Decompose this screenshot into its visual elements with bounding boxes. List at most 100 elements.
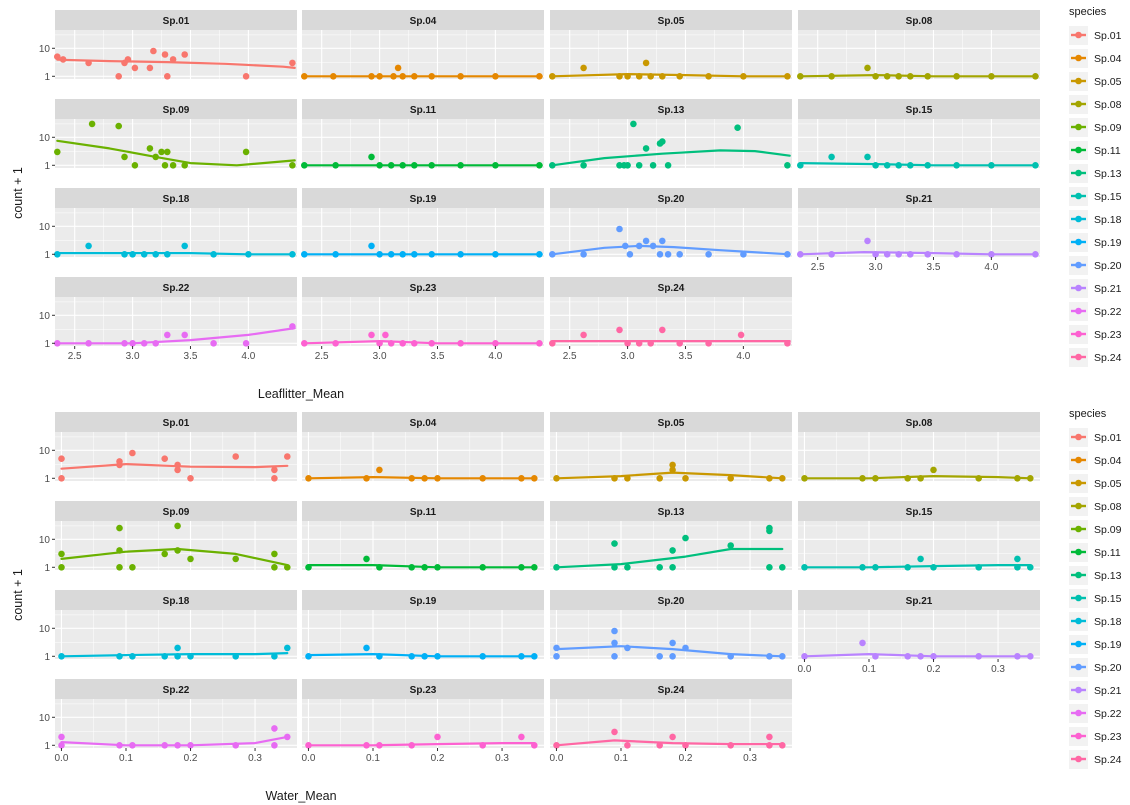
data-point bbox=[1032, 73, 1039, 80]
data-point bbox=[169, 56, 177, 63]
data-point bbox=[828, 251, 835, 258]
plot-background bbox=[55, 610, 297, 659]
x-tick-label: 0.3 bbox=[248, 753, 262, 764]
strip-label: Sp.23 bbox=[410, 283, 437, 294]
y-tick-label: 10 bbox=[39, 44, 51, 55]
data-point bbox=[801, 475, 808, 482]
data-point bbox=[492, 73, 499, 80]
data-point bbox=[953, 73, 960, 80]
data-point bbox=[635, 162, 643, 169]
panel-sp-23: Sp.23 2.5 3.0 3.5 4.0 bbox=[301, 277, 544, 362]
legend-dot bbox=[1075, 192, 1082, 200]
data-point bbox=[766, 475, 773, 482]
data-point bbox=[408, 564, 416, 571]
data-point bbox=[492, 162, 499, 169]
smooth-line bbox=[56, 139, 296, 167]
panel-sp-22: Sp.22 1 10 2.5 3.0 3.5 4.0 bbox=[39, 277, 297, 362]
data-point bbox=[146, 64, 154, 72]
data-point bbox=[121, 340, 128, 347]
data-point bbox=[116, 742, 123, 749]
panel-sp-21: Sp.21 0.0 0.1 0.2 0.3 bbox=[798, 590, 1040, 675]
data-point bbox=[181, 51, 188, 58]
data-point bbox=[457, 340, 464, 347]
legend-item-sp-01: Sp.01 bbox=[1069, 428, 1122, 447]
panel-sp-24: Sp.24 2.5 3.0 3.5 4.0 bbox=[549, 277, 792, 362]
data-point bbox=[740, 73, 747, 80]
data-point bbox=[399, 162, 407, 169]
data-point bbox=[895, 251, 902, 258]
data-point bbox=[129, 742, 136, 749]
strip-background bbox=[302, 99, 544, 119]
data-point bbox=[1014, 564, 1021, 571]
data-point bbox=[161, 51, 169, 58]
legend-dot bbox=[1075, 686, 1082, 694]
legend-item-sp-04: Sp.04 bbox=[1069, 49, 1122, 68]
x-tick-label: 0.1 bbox=[366, 753, 380, 764]
data-point bbox=[784, 73, 791, 80]
data-point bbox=[152, 153, 159, 161]
data-point bbox=[531, 475, 538, 482]
data-point bbox=[766, 564, 773, 571]
data-point bbox=[164, 73, 171, 80]
strip-background bbox=[55, 590, 297, 610]
legend-dot bbox=[1075, 640, 1082, 648]
panel-sp-11: Sp.11 bbox=[302, 501, 544, 571]
legend-label: Sp.18 bbox=[1094, 616, 1122, 628]
data-point bbox=[284, 733, 291, 741]
strip-background bbox=[55, 679, 297, 699]
data-point bbox=[85, 59, 92, 67]
legend-item-sp-22: Sp.22 bbox=[1069, 704, 1122, 723]
data-point bbox=[553, 742, 560, 749]
strip-background bbox=[302, 412, 544, 432]
strip-label: Sp.11 bbox=[410, 105, 437, 116]
data-point bbox=[399, 340, 407, 347]
strip-label: Sp.22 bbox=[163, 283, 190, 294]
data-point bbox=[408, 475, 416, 482]
data-point bbox=[904, 653, 911, 660]
data-point bbox=[58, 564, 65, 571]
legend-dot bbox=[1075, 594, 1082, 602]
strip-label: Sp.05 bbox=[658, 16, 685, 27]
smooth-line bbox=[307, 742, 536, 747]
y-tick-label: 10 bbox=[39, 624, 51, 635]
data-point bbox=[411, 162, 418, 169]
data-point bbox=[116, 524, 123, 532]
strip-label: Sp.23 bbox=[410, 685, 437, 696]
panel-sp-15: Sp.15 bbox=[797, 99, 1040, 169]
data-point bbox=[917, 475, 924, 482]
data-point bbox=[859, 564, 866, 571]
panel-sp-19: Sp.19 bbox=[301, 188, 544, 258]
data-point bbox=[271, 550, 278, 558]
data-point bbox=[616, 73, 623, 80]
data-point bbox=[864, 64, 871, 72]
data-point bbox=[883, 162, 891, 169]
plot-background bbox=[798, 521, 1040, 570]
panel-sp-08: Sp.08 bbox=[798, 412, 1040, 482]
strip-label: Sp.01 bbox=[163, 16, 190, 27]
y-tick-label: 1 bbox=[44, 72, 50, 83]
data-point bbox=[883, 73, 891, 80]
data-point bbox=[676, 73, 683, 80]
legend-item-sp-23: Sp.23 bbox=[1069, 325, 1122, 344]
data-point bbox=[659, 73, 666, 80]
data-point bbox=[611, 540, 618, 547]
data-point bbox=[553, 564, 560, 571]
data-point bbox=[58, 475, 65, 482]
data-point bbox=[376, 340, 383, 347]
y-tick-label: 10 bbox=[39, 222, 51, 233]
data-point bbox=[907, 73, 914, 80]
data-point bbox=[859, 475, 866, 482]
strip-label: Sp.15 bbox=[906, 105, 933, 116]
data-point bbox=[242, 340, 250, 347]
data-point bbox=[242, 73, 250, 80]
strip-background bbox=[550, 188, 792, 208]
data-point bbox=[232, 453, 239, 460]
x-tick-label: 0.2 bbox=[184, 753, 198, 764]
data-point bbox=[553, 653, 560, 660]
x-tick-label: 0.3 bbox=[991, 664, 1005, 675]
data-point bbox=[54, 340, 61, 347]
data-point bbox=[616, 225, 623, 233]
data-point bbox=[271, 475, 278, 482]
strip-label: Sp.04 bbox=[410, 418, 437, 429]
